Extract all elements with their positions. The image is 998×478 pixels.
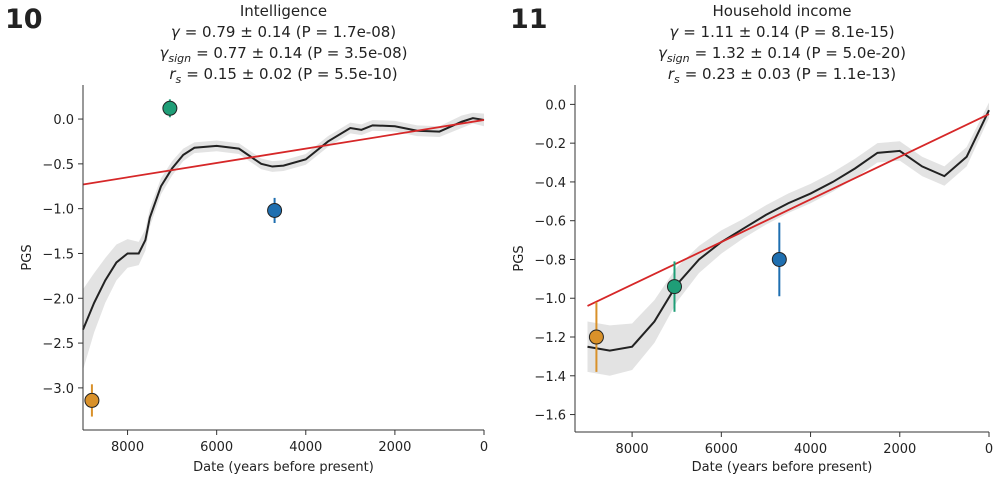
regression-line [82, 119, 485, 186]
y-tick-label: −0.5 [42, 158, 74, 173]
y-tick-label: −1.6 [534, 409, 566, 424]
stat-symbol: γ [171, 23, 181, 41]
panel-label: 11 [510, 4, 548, 35]
y-tick-label: 0.0 [545, 98, 566, 113]
y-tick-label: −0.2 [534, 137, 566, 152]
trend-curve [82, 117, 485, 331]
x-tick-label: 0 [985, 442, 993, 457]
chart-title: Intelligence [240, 2, 327, 20]
y-tick-label: −0.8 [534, 253, 566, 268]
y-tick-label: −1.5 [42, 247, 74, 262]
stat-line: rs = 0.23 ± 0.03 (P = 1.1e-13) [668, 65, 896, 86]
stat-line: rs = 0.15 ± 0.02 (P = 5.5e-10) [169, 65, 397, 86]
stat-symbol: γ [159, 44, 169, 62]
x-tick-label: 4000 [794, 442, 827, 457]
x-tick-label: 6000 [200, 440, 233, 455]
stat-line: γ = 0.79 ± 0.14 (P = 1.7e-08) [171, 23, 396, 41]
data-point [771, 251, 787, 267]
y-tick-label: −0.6 [534, 215, 566, 230]
x-tick-label: 8000 [616, 442, 649, 457]
regression-line [587, 113, 990, 307]
y-tick-label: −1.0 [42, 203, 74, 218]
x-tick-label: 6000 [705, 442, 738, 457]
stat-symbol: r [169, 65, 176, 83]
stat-text: = 0.23 ± 0.03 (P = 1.1e-13) [685, 65, 896, 83]
stat-symbol: r [668, 65, 675, 83]
data-point [84, 392, 100, 408]
y-tick-label: −1.4 [534, 370, 566, 385]
stat-text: = 0.77 ± 0.14 (P = 3.5e-08) [196, 44, 407, 62]
y-tick-label: −3.0 [42, 382, 74, 397]
stat-subscript: s [175, 73, 181, 86]
x-tick-label: 2000 [883, 442, 916, 457]
y-axis-label: PGS [512, 245, 527, 271]
stat-line: γsign = 0.77 ± 0.14 (P = 3.5e-08) [159, 44, 407, 65]
y-tick-label: −1.0 [534, 292, 566, 307]
stat-text: = 0.15 ± 0.02 (P = 5.5e-10) [186, 65, 397, 83]
trend-curve [587, 109, 990, 352]
y-tick-label: −1.2 [534, 331, 566, 346]
stat-line: γ = 1.11 ± 0.14 (P = 8.1e-15) [669, 23, 894, 41]
stat-subscript: sign [168, 52, 191, 65]
stat-line: γsign = 1.32 ± 0.14 (P = 5.0e-20) [658, 44, 906, 65]
stat-text: = 0.79 ± 0.14 (P = 1.7e-08) [185, 23, 396, 41]
chart-title: Household income [712, 2, 851, 20]
panel-label: 10 [5, 4, 43, 35]
stat-symbol: γ [669, 23, 679, 41]
x-tick-label: 8000 [111, 440, 144, 455]
y-tick-label: −0.4 [534, 176, 566, 191]
x-axis-label: Date (years before present) [692, 460, 873, 475]
y-tick-label: 0.0 [53, 113, 74, 128]
y-axis-label: PGS [20, 244, 35, 270]
y-tick-label: −2.5 [42, 337, 74, 352]
stat-text: = 1.11 ± 0.14 (P = 8.1e-15) [683, 23, 894, 41]
data-point [588, 329, 604, 345]
confidence-band [83, 112, 484, 370]
x-tick-label: 2000 [378, 440, 411, 455]
data-point [162, 100, 178, 116]
stat-subscript: sign [667, 52, 690, 65]
data-point [666, 279, 682, 295]
data-point [267, 202, 283, 218]
x-tick-label: 0 [480, 440, 488, 455]
stat-text: = 1.32 ± 0.14 (P = 5.0e-20) [695, 44, 906, 62]
stat-symbol: γ [658, 44, 668, 62]
y-tick-label: −2.0 [42, 292, 74, 307]
x-axis-label: Date (years before present) [193, 460, 374, 475]
x-tick-label: 4000 [289, 440, 322, 455]
stat-subscript: s [674, 73, 680, 86]
